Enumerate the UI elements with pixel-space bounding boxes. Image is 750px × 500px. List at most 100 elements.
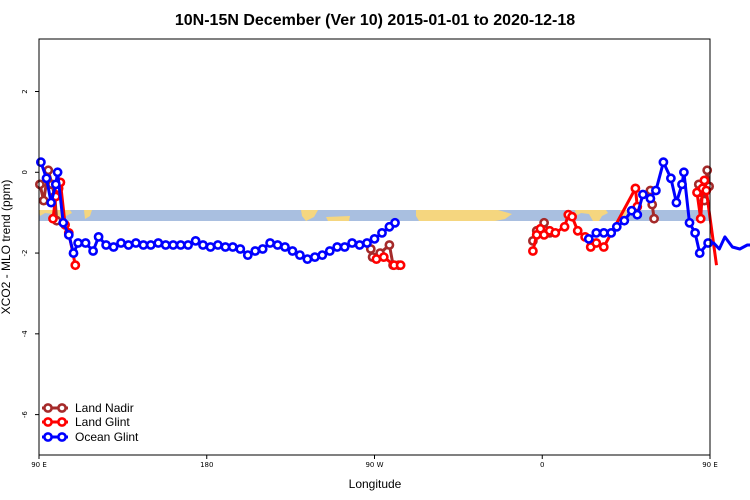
data-point	[88, 246, 98, 256]
data-point	[591, 227, 602, 238]
y-tick-label: -4	[21, 330, 29, 338]
data-point	[701, 185, 712, 196]
data-point	[632, 209, 643, 220]
data-point	[619, 215, 630, 226]
data-point	[671, 197, 682, 208]
legend-label: Land Nadir	[75, 401, 134, 415]
data-point	[630, 183, 641, 194]
data-point	[212, 240, 223, 250]
data-point	[48, 213, 58, 224]
data-point	[250, 246, 261, 256]
data-point	[384, 240, 395, 250]
data-point	[36, 157, 46, 168]
plot-frame	[38, 38, 711, 456]
legend-swatch-marker	[57, 403, 67, 413]
data-point	[362, 238, 372, 248]
data-point	[227, 242, 238, 252]
x-tick-label: 0	[540, 461, 544, 469]
y-tick-label: -6	[21, 411, 29, 419]
data-point	[690, 227, 700, 238]
data-point	[130, 238, 141, 248]
data-point	[649, 213, 659, 224]
data-point	[377, 227, 387, 238]
data-point	[572, 225, 583, 236]
axes: 90 E 180 90 W 0 90 E 2 0 -2 -4 -6	[21, 89, 718, 469]
data-point	[70, 260, 81, 271]
data-point	[695, 213, 706, 224]
data-point	[73, 238, 83, 248]
map-band	[39, 210, 710, 221]
legend-label: Land Glint	[75, 415, 130, 429]
data-point	[606, 227, 617, 238]
data-point	[332, 242, 343, 252]
legend-swatch-marker	[43, 403, 53, 413]
data-point	[68, 248, 79, 258]
land-caribbean	[326, 216, 350, 221]
data-point	[702, 165, 713, 176]
ocean-band	[39, 210, 710, 221]
y-tick-label: -2	[21, 250, 29, 257]
data-point	[80, 238, 91, 248]
data-point	[38, 195, 49, 206]
data-point	[390, 217, 400, 228]
data-point	[369, 233, 380, 244]
data-point	[257, 244, 268, 254]
data-point	[93, 231, 104, 242]
data-point	[35, 179, 45, 190]
data-point	[145, 240, 156, 250]
data-point	[583, 233, 594, 244]
data-point	[339, 242, 350, 252]
legend-item-ocean-glint: Ocean Glint	[42, 430, 139, 444]
data-point	[371, 254, 382, 264]
data-point	[651, 185, 661, 196]
data-point	[52, 167, 63, 178]
data-point	[528, 246, 538, 256]
y-axis-label: XCO2 - MLO trend (ppm)	[0, 180, 13, 315]
data-point	[153, 238, 164, 248]
y-tick-label: 0	[21, 170, 29, 174]
x-tick-label: 90 E	[31, 461, 47, 469]
legend-label: Ocean Glint	[75, 430, 139, 444]
data-point	[190, 235, 201, 246]
legend-swatch-marker	[43, 417, 53, 427]
data-point	[205, 242, 216, 252]
data-point	[242, 250, 253, 260]
data-point	[41, 173, 52, 184]
data-point	[168, 240, 179, 250]
data-point	[46, 197, 56, 208]
data-point	[116, 238, 126, 248]
legend-item-land-nadir: Land Nadir	[42, 401, 134, 415]
data-point	[684, 217, 695, 228]
data-point	[265, 238, 275, 248]
data-point	[235, 244, 246, 254]
land-asia-right	[575, 210, 608, 221]
data-point	[198, 240, 208, 250]
data-point	[280, 242, 290, 252]
data-point	[309, 252, 320, 262]
data-point	[699, 175, 710, 186]
data-point	[658, 157, 669, 168]
data-point	[63, 229, 74, 240]
series-layer	[35, 157, 750, 271]
data-point	[108, 242, 119, 252]
data-point	[287, 246, 298, 256]
y-tick-label: 2	[21, 89, 29, 93]
data-point	[703, 238, 713, 248]
legend-swatch-marker	[43, 432, 53, 442]
data-point	[395, 260, 406, 271]
data-point	[123, 240, 134, 250]
x-tick-label: 90 W	[365, 461, 383, 469]
data-point	[50, 179, 61, 190]
data-point	[677, 179, 687, 190]
data-point	[694, 248, 705, 258]
data-point	[591, 238, 602, 248]
chart-title: 10N-15N December (Ver 10) 2015-01-01 to …	[175, 12, 575, 29]
x-tick-label: 180	[200, 461, 213, 469]
data-point	[302, 254, 313, 264]
data-point	[645, 193, 656, 204]
data-point	[101, 240, 111, 250]
data-point	[378, 252, 389, 262]
data-point	[272, 240, 283, 250]
legend-item-land-glint: Land Glint	[42, 415, 130, 429]
